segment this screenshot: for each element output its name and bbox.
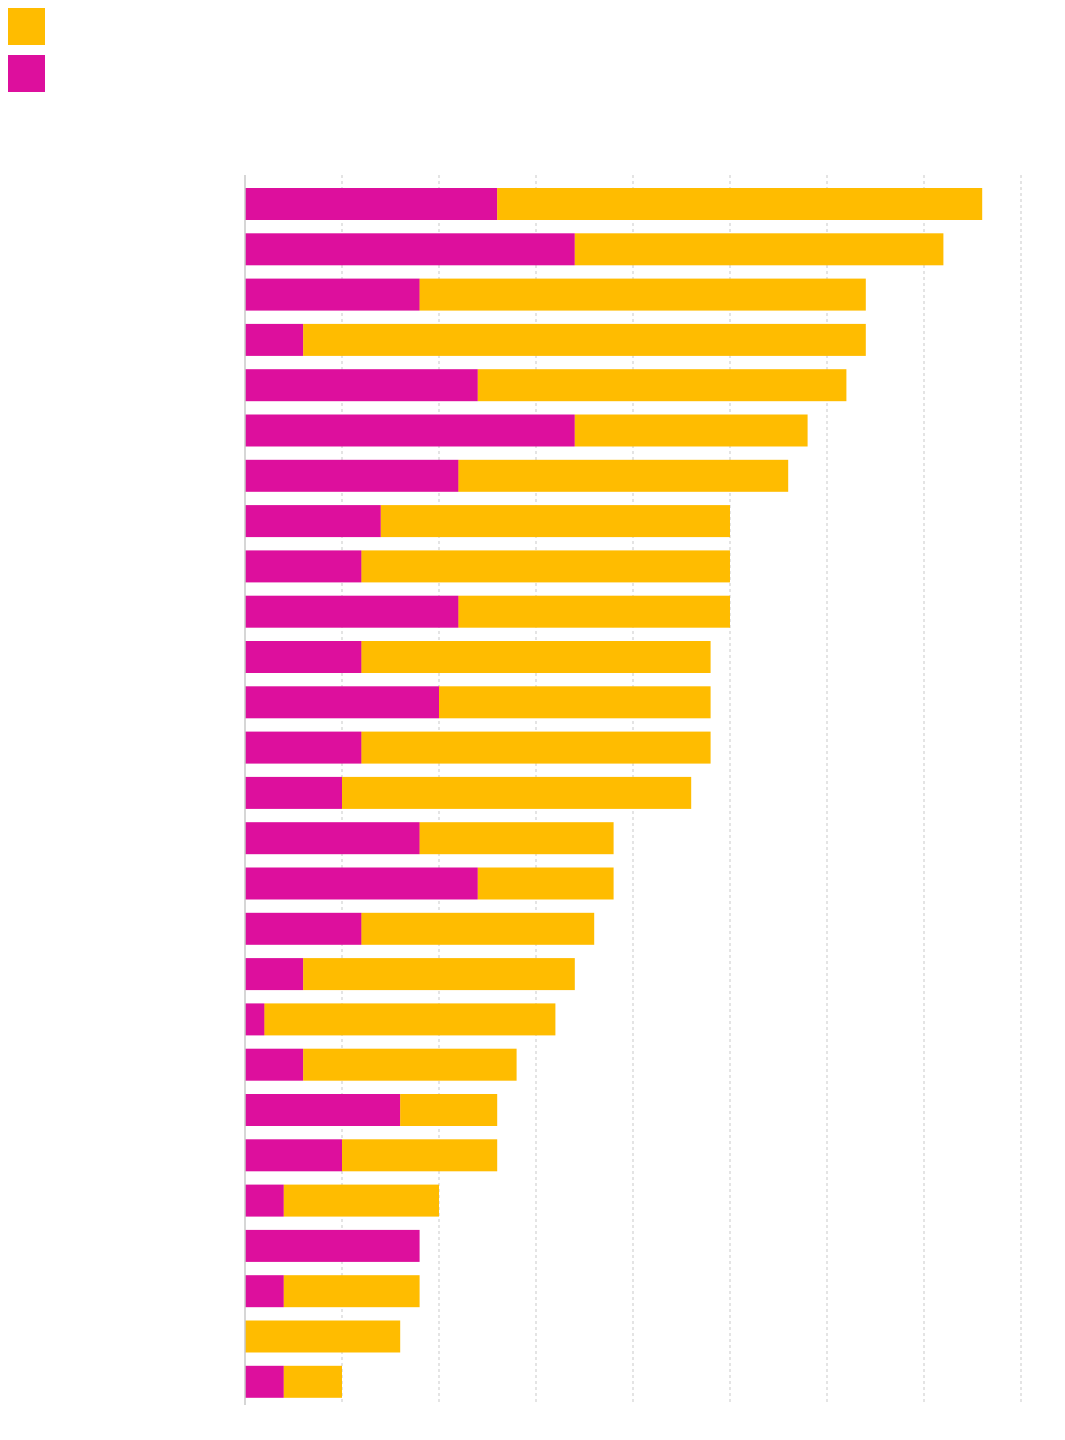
bar-row-15-series-1 (245, 822, 420, 855)
bar-row-4-series-2 (303, 323, 866, 356)
bar-row-16-series-1 (245, 867, 478, 900)
bar-row-3-series-1 (245, 278, 420, 311)
bar-row-10-series-1 (245, 595, 459, 628)
bar-row-5-series-1 (245, 369, 478, 402)
legend-swatch-series-1 (8, 55, 45, 92)
bar-row-11-series-2 (361, 641, 711, 673)
bar-row-1-series-2 (497, 188, 983, 220)
bar-row-12-series-1 (245, 686, 439, 719)
bar-row-18-series-2 (303, 958, 575, 991)
bar-row-4-series-1 (245, 323, 304, 356)
bars (245, 188, 983, 1398)
bar-row-23-series-2 (283, 1184, 439, 1217)
bar-row-16-series-2 (477, 867, 614, 900)
bar-row-18-series-1 (245, 958, 304, 991)
bar-row-27-series-2 (283, 1365, 342, 1398)
bar-row-5-series-2 (477, 369, 847, 402)
bar-row-14-series-2 (342, 776, 692, 809)
bar-row-7-series-2 (458, 459, 789, 492)
bar-row-9-series-1 (245, 550, 362, 583)
bar-row-22-series-1 (245, 1139, 342, 1172)
legend-swatch-series-2 (8, 8, 45, 45)
bar-row-17-series-1 (245, 912, 362, 945)
bar-row-2-series-1 (245, 233, 575, 266)
bar-row-26-series-2 (245, 1320, 401, 1353)
bar-row-3-series-2 (419, 278, 866, 311)
bar-row-19-series-1 (245, 1003, 265, 1036)
bar-row-9-series-2 (361, 550, 730, 583)
bar-row-20-series-1 (245, 1048, 304, 1081)
bar-row-22-series-2 (342, 1139, 498, 1172)
bar-row-13-series-2 (361, 731, 711, 764)
bar-row-25-series-2 (283, 1275, 420, 1308)
bar-row-25-series-1 (245, 1275, 284, 1308)
bar-row-1-series-1 (245, 188, 498, 220)
bar-row-8-series-1 (245, 505, 381, 538)
bar-row-6-series-2 (574, 414, 808, 447)
bar-row-12-series-2 (439, 686, 711, 719)
bar-row-6-series-1 (245, 414, 575, 447)
bar-row-21-series-2 (400, 1094, 498, 1126)
bar-row-7-series-1 (245, 459, 459, 492)
bar-row-20-series-2 (303, 1048, 517, 1081)
bar-row-10-series-2 (458, 595, 730, 628)
bar-row-19-series-2 (264, 1003, 556, 1036)
bar-row-8-series-2 (380, 505, 730, 538)
bar-row-23-series-1 (245, 1184, 284, 1217)
bar-row-14-series-1 (245, 776, 342, 809)
legend (8, 8, 45, 92)
bar-row-21-series-1 (245, 1094, 401, 1126)
bar-row-15-series-2 (419, 822, 614, 855)
bar-row-11-series-1 (245, 641, 362, 673)
bar-row-13-series-1 (245, 731, 362, 764)
bar-row-24-series-1 (245, 1229, 420, 1262)
bar-row-2-series-2 (574, 233, 944, 266)
bar-row-17-series-2 (361, 912, 595, 945)
bar-row-27-series-1 (245, 1365, 284, 1398)
